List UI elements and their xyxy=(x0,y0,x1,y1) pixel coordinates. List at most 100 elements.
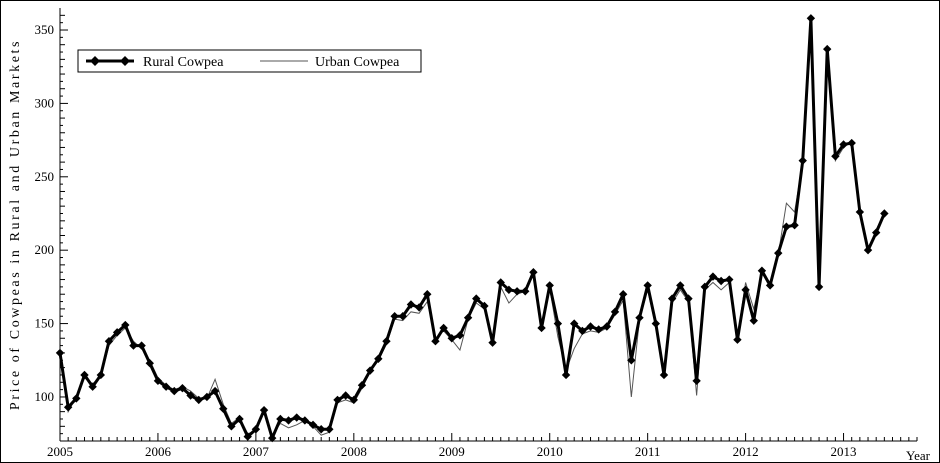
rural-cowpea-point xyxy=(659,370,669,380)
rural-cowpea-point xyxy=(137,341,146,350)
rural-cowpea-point xyxy=(316,425,326,434)
rural-cowpea-point xyxy=(406,300,416,309)
rural-cowpea-point xyxy=(847,138,856,148)
rural-cowpea-point xyxy=(749,316,758,325)
rural-cowpea-point xyxy=(235,414,244,424)
rural-cowpea-point xyxy=(390,312,399,321)
rural-cowpea-point xyxy=(259,405,269,415)
rural-cowpea-point xyxy=(667,294,677,303)
x-tick-label: 2011 xyxy=(635,444,661,459)
rural-cowpea-point xyxy=(112,328,122,337)
rural-cowpea-point xyxy=(463,313,473,322)
rural-cowpea-point xyxy=(414,303,424,312)
rural-cowpea-point xyxy=(480,301,489,311)
rural-cowpea-point xyxy=(96,370,106,380)
rural-cowpea-point xyxy=(80,370,89,380)
rural-cowpea-point xyxy=(357,381,367,390)
rural-cowpea-point xyxy=(104,336,114,346)
rural-cowpea-point xyxy=(733,335,742,344)
rural-cowpea-point xyxy=(284,416,293,425)
y-tick-label: 150 xyxy=(35,316,55,331)
rural-cowpea-point xyxy=(63,403,73,412)
rural-cowpea-point xyxy=(439,323,448,333)
legend-label-rural: Rural Cowpea xyxy=(143,55,224,70)
rural-cowpea-point xyxy=(300,416,310,425)
rural-cowpea-point xyxy=(716,276,726,286)
rural-cowpea-point xyxy=(790,221,799,230)
rural-cowpea-point xyxy=(700,282,709,292)
rural-cowpea-point xyxy=(170,386,179,396)
rural-cowpea-point xyxy=(545,281,554,290)
x-tick-label: 2008 xyxy=(341,444,367,459)
rural-cowpea-point xyxy=(627,356,636,365)
rural-cowpea-point xyxy=(602,322,612,331)
rural-cowpea-point xyxy=(145,359,154,368)
rural-cowpea-point xyxy=(782,222,791,231)
x-tick-label: 2005 xyxy=(47,444,73,459)
rural-cowpea-point xyxy=(676,281,685,290)
axes: 100 150 200 250 300 350 2005 2006 2007 2008 2009 20… xyxy=(35,8,918,459)
rural-cowpea-point xyxy=(855,207,865,217)
rural-cowpea-point xyxy=(651,319,661,328)
rural-cowpea-point xyxy=(594,325,603,334)
y-tick-label: 250 xyxy=(35,169,55,184)
rural-cowpea-point xyxy=(488,338,497,347)
x-axis-label: Year xyxy=(906,448,931,463)
y-tick-label: 100 xyxy=(35,389,55,404)
rural-cowpea-point xyxy=(55,348,65,358)
rural-cowpea-point xyxy=(202,392,212,402)
rural-cowpea-point xyxy=(455,331,465,340)
rural-cowpea-point xyxy=(292,413,301,422)
rural-cowpea-point xyxy=(512,287,522,296)
rural-cowpea-point xyxy=(586,322,595,331)
rural-cowpea-point xyxy=(610,307,620,317)
rural-cowpea-point xyxy=(431,336,440,346)
rural-cowpea-point xyxy=(268,433,277,443)
rural-cowpea-point xyxy=(447,334,456,343)
rural-cowpea-point xyxy=(121,320,130,330)
x-tick-label: 2009 xyxy=(439,444,465,459)
rural-cowpea-point xyxy=(349,395,359,405)
rural-cowpea-point xyxy=(561,370,571,380)
x-tick-label: 2006 xyxy=(145,444,172,459)
rural-cowpea-point xyxy=(251,425,261,434)
rural-cowpea-point xyxy=(692,376,701,386)
rural-cowpea-point xyxy=(635,313,644,322)
rural-cowpea-point xyxy=(798,156,807,165)
x-tick-label: 2012 xyxy=(733,444,759,459)
y-tick-label: 350 xyxy=(35,22,55,37)
rural-cowpea-point xyxy=(398,312,407,321)
rural-cowpea-point xyxy=(774,248,783,258)
rural-cowpea-point xyxy=(472,294,481,303)
rural-cowpea-point xyxy=(382,336,391,346)
rural-cowpea-point xyxy=(725,275,734,284)
rural-cowpea-point xyxy=(308,420,318,430)
rural-cowpea-point xyxy=(618,290,628,299)
rural-cowpea-point xyxy=(839,140,848,149)
rural-cowpea-point xyxy=(153,376,163,386)
rural-cowpea-point xyxy=(423,290,432,299)
rural-cowpea-point xyxy=(325,425,334,434)
markers-layer xyxy=(55,14,889,443)
rural-cowpea-point xyxy=(129,341,138,350)
rural-cowpea-point xyxy=(684,294,693,303)
legend: Rural Cowpea Urban Cowpea xyxy=(77,49,422,73)
rural-cowpea-point xyxy=(741,285,750,295)
x-tick-label: 2010 xyxy=(537,444,563,459)
rural-cowpea-point xyxy=(341,391,350,400)
rural-cowpea-point xyxy=(578,326,587,336)
rural-cowpea-point xyxy=(161,382,171,391)
rural-cowpea-point xyxy=(831,152,840,161)
rural-cowpea-point xyxy=(553,319,563,328)
rural-cowpea-point xyxy=(521,287,530,296)
rural-cowpea-point xyxy=(194,395,203,405)
y-tick-label: 300 xyxy=(35,95,55,110)
rural-cowpea-point xyxy=(708,272,718,281)
rural-cowpea-point xyxy=(529,268,538,277)
rural-cowpea-point xyxy=(643,281,652,290)
rural-cowpea-point xyxy=(496,278,505,287)
rural-cowpea-point xyxy=(186,391,195,400)
rural-cowpea-point xyxy=(374,354,383,364)
